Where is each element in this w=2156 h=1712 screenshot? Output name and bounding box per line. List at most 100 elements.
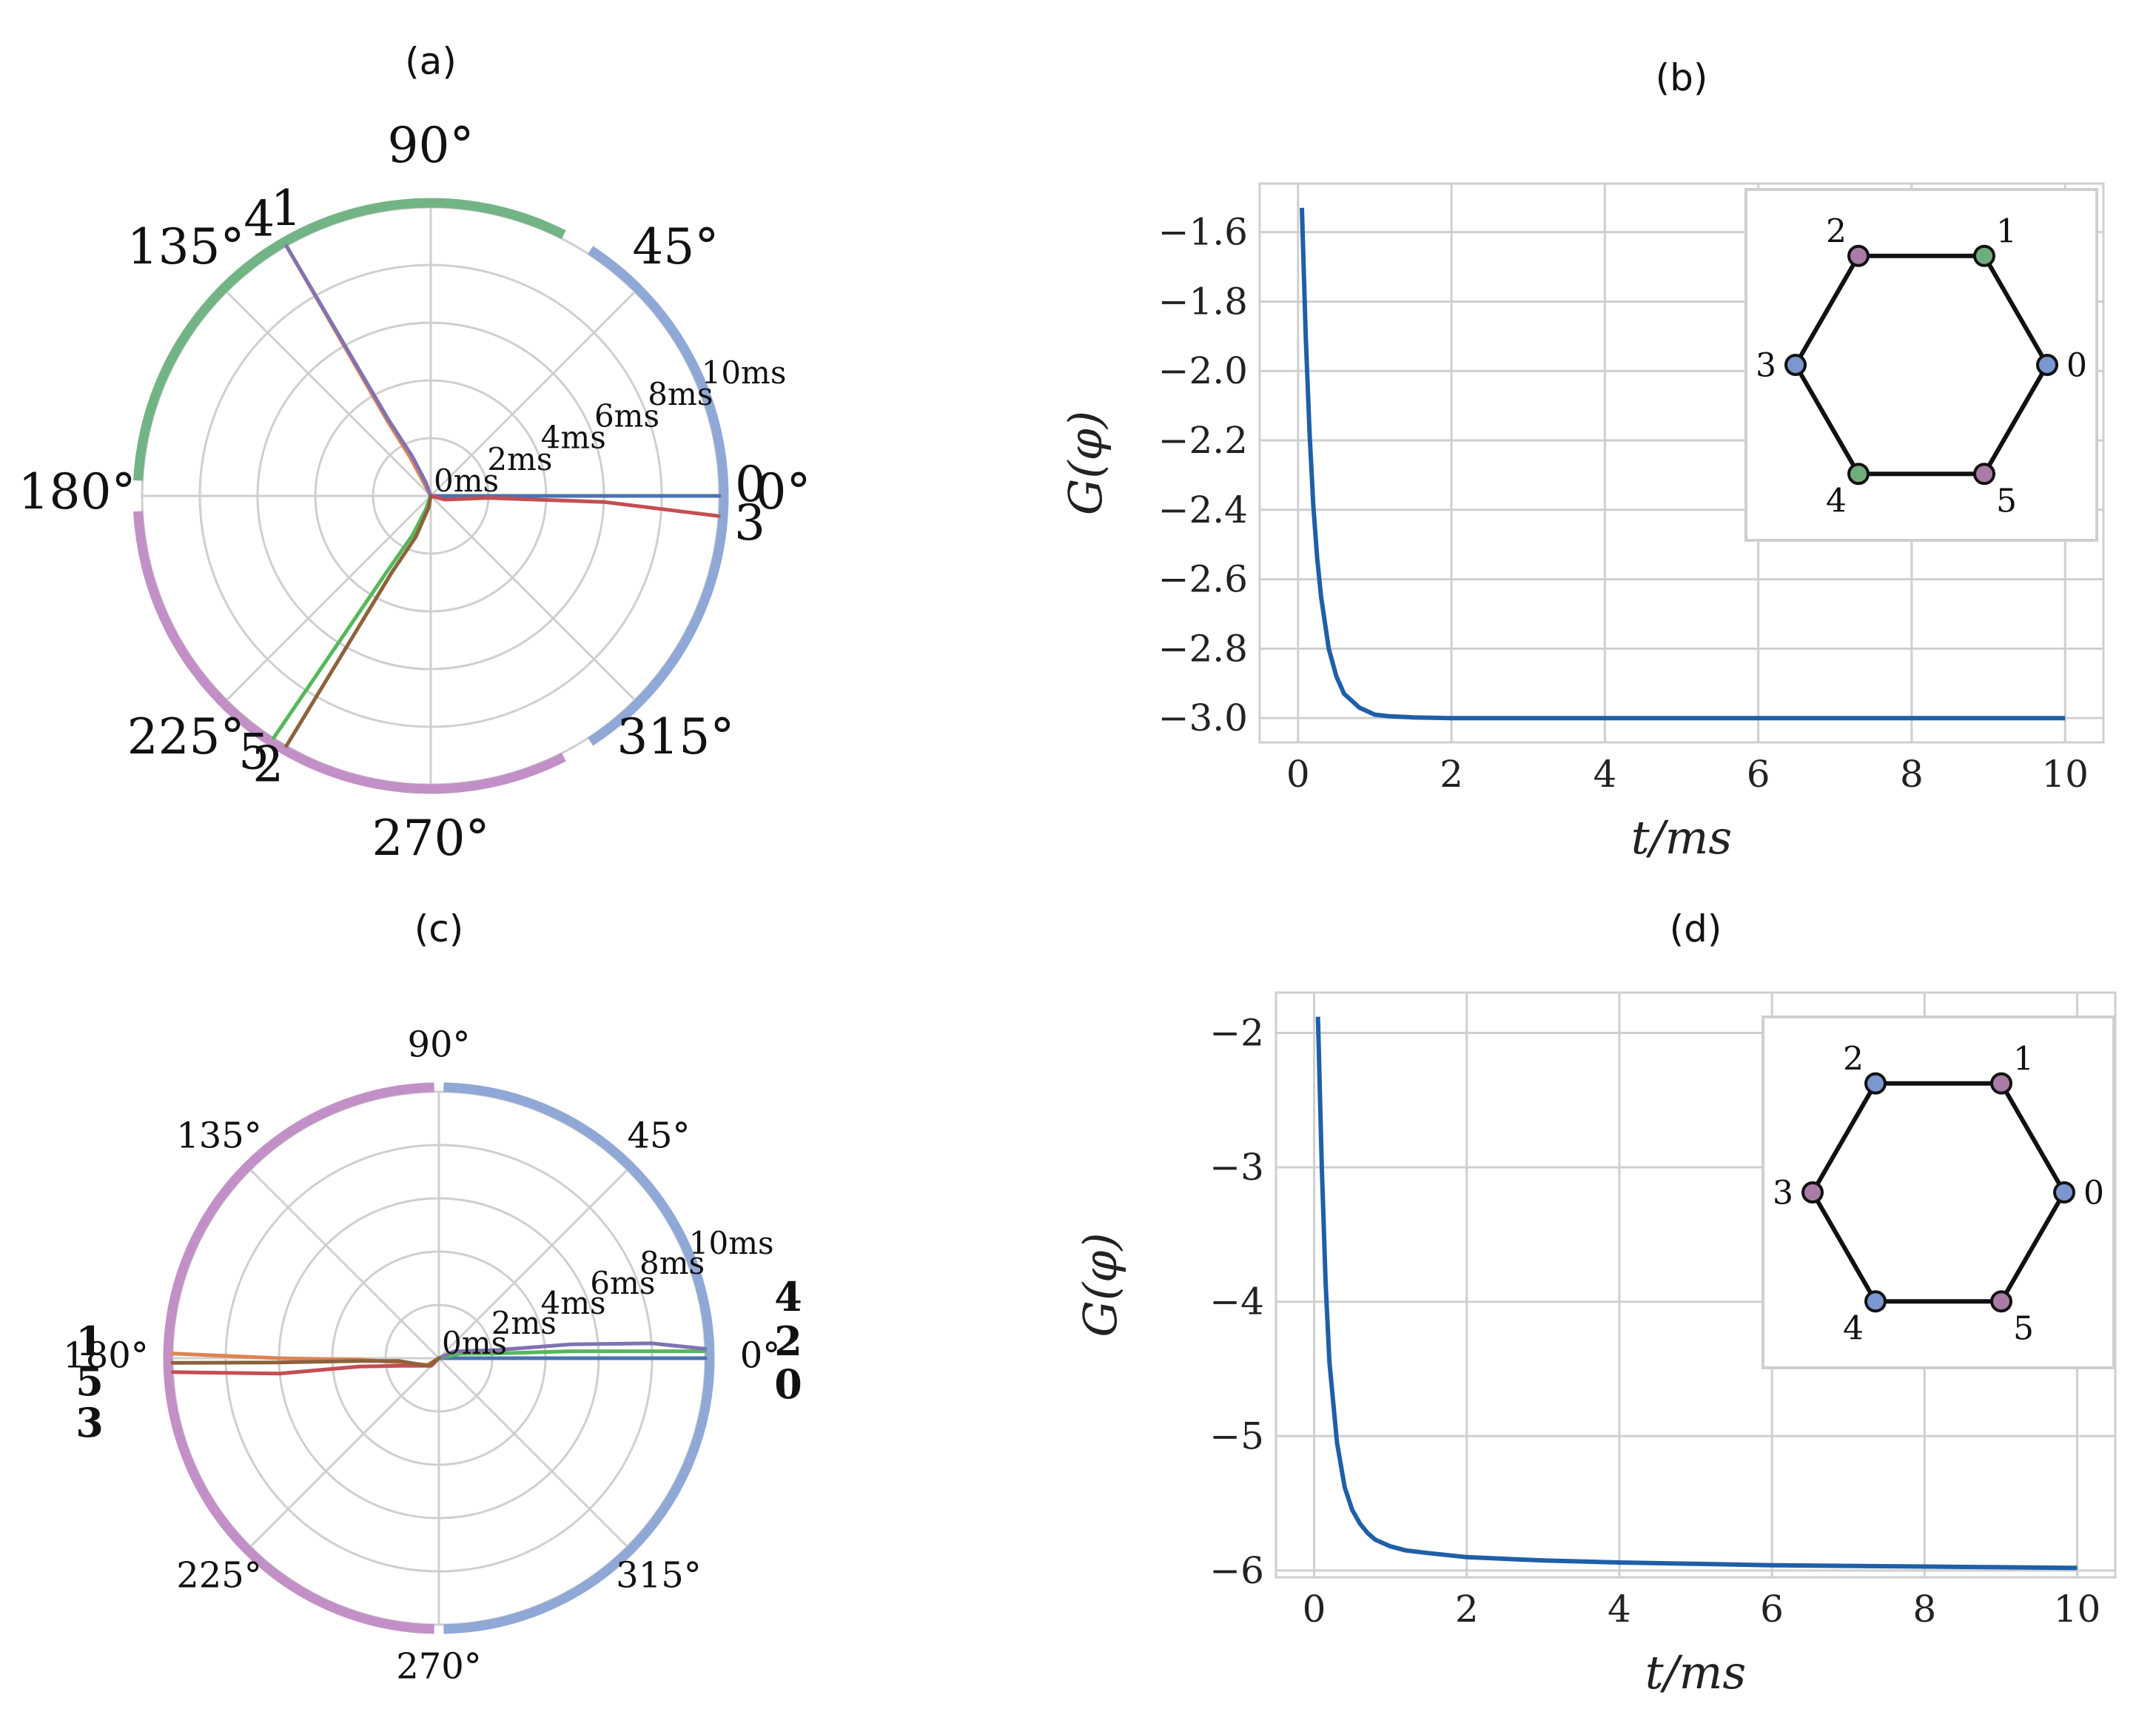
inset-node-0 xyxy=(2053,1181,2075,1204)
inset-node-label: 4 xyxy=(1826,483,1847,520)
oscillator-label-0: 0 xyxy=(774,1360,802,1408)
panel-b-line: (b)0 2 4 6 8 10−1.6−1.8−2.0−2.2−2.4−2.6−2.8−3… xyxy=(1058,56,2105,865)
x-tick-label: 0 xyxy=(1286,753,1310,796)
y-tick-label: −3 xyxy=(1209,1146,1264,1189)
r-tick-label: 2ms xyxy=(487,441,552,477)
r-tick-label: 4ms xyxy=(541,1285,606,1321)
ring-arc xyxy=(133,198,566,481)
inset-node-label: 0 xyxy=(2083,1175,2104,1212)
x-tick-label: 0 xyxy=(1303,1588,1326,1631)
oscillator-label-1: 1 xyxy=(271,180,302,237)
polar-grid-spoke xyxy=(249,1169,440,1360)
ring-arc xyxy=(443,1082,715,1634)
y-axis-label: G(φ) xyxy=(1073,1232,1127,1337)
inset-node-label: 2 xyxy=(1826,212,1847,250)
y-tick-label: −2.0 xyxy=(1158,349,1248,392)
angle-tick-label: 0° xyxy=(740,1335,781,1377)
r-tick-label: 8ms xyxy=(639,1245,705,1281)
r-tick-label: 6ms xyxy=(590,1265,655,1301)
panel-title: (b) xyxy=(1656,56,1708,99)
polar-grid-spoke xyxy=(226,291,432,497)
oscillator-label-2: 2 xyxy=(774,1317,802,1365)
r-tick-label: 10ms xyxy=(702,355,787,391)
inset-node-0 xyxy=(2036,354,2058,376)
inset-node-5 xyxy=(1990,1290,2012,1313)
series-2-line xyxy=(437,1349,708,1360)
inset-node-label: 1 xyxy=(1996,212,2017,250)
r-tick-label: 0ms xyxy=(442,1325,507,1361)
polar-grid-spoke xyxy=(429,291,636,497)
plot-frame xyxy=(1258,182,2105,744)
angle-tick-label: 315° xyxy=(616,1554,702,1596)
inset-node-1 xyxy=(1973,244,1995,267)
oscillator-label-5: 5 xyxy=(75,1357,104,1405)
ring-arc xyxy=(133,511,566,794)
angle-tick-label: 270° xyxy=(396,1646,482,1688)
angle-tick-label: 180° xyxy=(63,1335,149,1377)
inset-node-2 xyxy=(1864,1072,1887,1095)
panel-d-line: (d) 0 2 4 6 8 10 −2 −3 −4 −5 −6 t/ms G(φ) 0 1 2 3 4 5 xyxy=(1073,907,2117,1699)
r-tick-label: 2ms xyxy=(491,1305,557,1341)
panel-title: (a) xyxy=(405,40,457,83)
x-tick-label: 10 xyxy=(2054,1588,2101,1631)
angle-tick-label: 135° xyxy=(176,1115,262,1157)
x-tick-label: 4 xyxy=(1608,1588,1631,1631)
oscillator-label-2: 2 xyxy=(252,736,283,793)
series-line xyxy=(1300,207,2066,721)
angle-tick-label: 225° xyxy=(127,708,245,765)
polar-grid-spoke xyxy=(249,1357,440,1548)
inset-node-3 xyxy=(1801,1181,1824,1204)
y-tick-label: −2 xyxy=(1209,1011,1264,1054)
angle-tick-label: 270° xyxy=(372,810,490,867)
angle-tick-label: 135° xyxy=(127,218,245,275)
inset-node-label: 2 xyxy=(1843,1040,1864,1078)
oscillator-label-4: 4 xyxy=(774,1273,802,1320)
oscillator-label-4: 4 xyxy=(244,191,275,248)
x-tick-label: 2 xyxy=(1440,753,1463,796)
inset-node-label: 3 xyxy=(1773,1175,1793,1212)
inset-node-1 xyxy=(1990,1072,2012,1095)
oscillator-label-0: 0 xyxy=(735,456,766,513)
x-tick-label: 4 xyxy=(1593,753,1616,796)
angle-tick-label: 180° xyxy=(19,463,136,520)
x-tick-label: 10 xyxy=(2041,753,2089,796)
inset-node-4 xyxy=(1847,463,1870,486)
y-tick-label: −4 xyxy=(1209,1280,1264,1323)
ring-arc xyxy=(163,1082,434,1634)
angle-tick-label: 90° xyxy=(388,117,474,174)
inset-node-label: 0 xyxy=(2066,347,2087,385)
inset-node-3 xyxy=(1784,354,1807,376)
panel-a-polar: (a)0ms2ms4ms6ms8ms10ms0°45°90°135°180°22… xyxy=(19,40,811,867)
inset-node-label: 3 xyxy=(1756,347,1776,385)
inset-node-4 xyxy=(1864,1290,1887,1313)
series-3-line xyxy=(429,494,721,518)
y-tick-label: −3.0 xyxy=(1158,696,1248,739)
r-tick-label: 0ms xyxy=(434,463,499,499)
x-tick-label: 6 xyxy=(1747,753,1770,796)
y-tick-label: −2.8 xyxy=(1158,627,1248,670)
inset-node-label: 4 xyxy=(1843,1310,1864,1348)
y-tick-label: −5 xyxy=(1209,1414,1264,1457)
r-tick-label: 8ms xyxy=(648,376,713,412)
polar-grid-spoke xyxy=(429,494,636,701)
series-5-line xyxy=(284,494,433,748)
x-tick-label: 8 xyxy=(1912,1588,1936,1631)
inset-node-label: 5 xyxy=(2013,1310,2034,1348)
y-tick-label: −1.8 xyxy=(1158,280,1248,323)
r-tick-label: 4ms xyxy=(541,420,606,456)
polar-grid-spoke xyxy=(437,1169,628,1360)
angle-tick-label: 225° xyxy=(176,1554,262,1596)
angle-tick-label: 45° xyxy=(632,218,719,275)
angle-tick-label: 0° xyxy=(756,463,811,520)
series-2-line xyxy=(272,494,433,740)
angle-tick-label: 315° xyxy=(617,708,734,765)
y-tick-label: −2.4 xyxy=(1158,489,1248,531)
inset-node-label: 5 xyxy=(1996,483,2017,520)
inset-node-2 xyxy=(1847,244,1870,267)
y-tick-label: −2.2 xyxy=(1158,419,1248,462)
series-5-line xyxy=(170,1356,441,1368)
series-line xyxy=(1315,1016,2078,1571)
inset-node-5 xyxy=(1973,463,1995,486)
panel-title: (d) xyxy=(1670,907,1722,950)
angle-tick-label: 45° xyxy=(627,1115,690,1157)
